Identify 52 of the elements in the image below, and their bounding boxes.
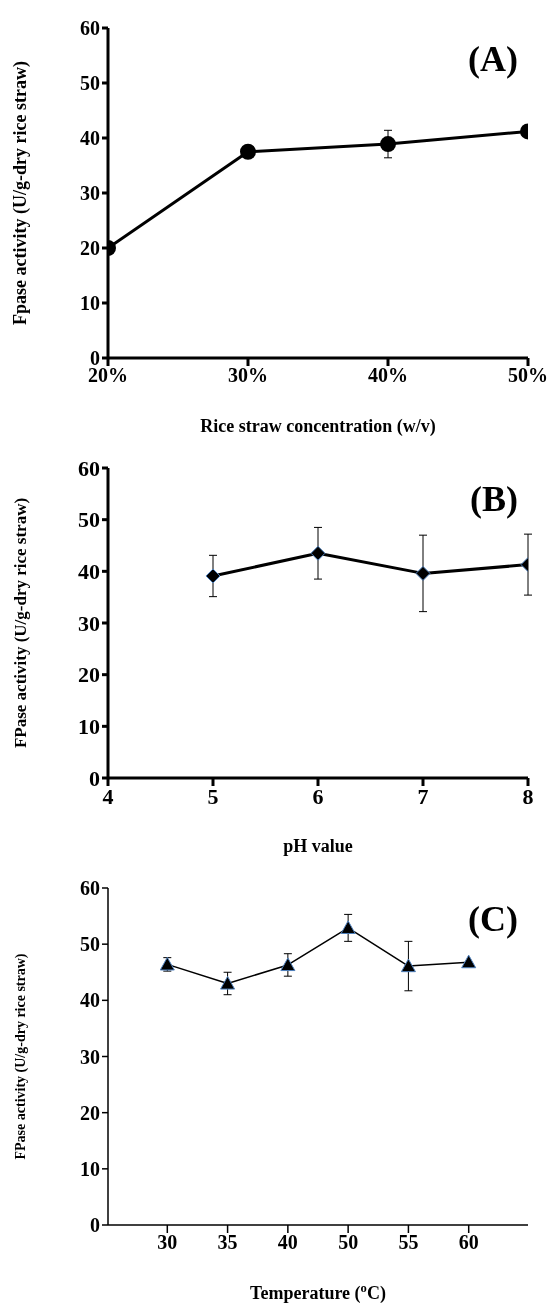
annotation: (C) [468,898,518,940]
y-axis-title: FPase activity (U/g-dry rice straw) [11,497,31,749]
y-tick-label: 10 [80,1157,100,1180]
point [415,565,431,581]
point [310,545,326,561]
x-tick-label: 8 [522,783,534,809]
x-axis-title: Temperature ($^{o}$C) [250,1281,386,1304]
y-tick-label: 40 [80,989,100,1012]
y-axis-title: FPase activity (U/g-dry rice straw) [12,953,29,1160]
x-tick-label: 5 [207,783,219,809]
x-tick-label: 4 [102,783,114,809]
y-tick-label: 50 [78,507,100,533]
y-tick-label: 60 [80,17,100,40]
point [400,958,416,973]
annotation: (B) [470,478,518,520]
point [461,954,477,969]
x-tick-label: 20% [88,364,128,387]
y-tick-label: 20 [80,237,100,260]
x-tick-label: 55 [398,1231,419,1254]
x-axis-title: Rice straw concentration (w/v) [200,416,436,437]
y-tick-label: 20 [78,662,100,688]
y-tick-label: 50 [80,72,100,95]
x-tick-label: 40 [277,1231,298,1254]
x-tick-label: 40% [368,364,408,387]
point [220,975,236,990]
x-tick-label: 50 [338,1231,359,1254]
x-axis-title: pH value [283,836,353,856]
x-tick-label: 50% [508,364,548,387]
x-tick-label: 6 [312,783,324,809]
y-tick-label: 50 [80,933,100,956]
x-tick-label: 60 [458,1231,479,1254]
point [340,920,356,934]
point [205,568,221,584]
y-tick-label: 10 [78,714,100,740]
y-axis-title: Fpase activity (U/g-dry rice straw) [10,61,32,325]
point [280,957,296,972]
y-tick-label: 60 [78,455,100,481]
y-tick-label: 20 [80,1101,100,1124]
y-tick-label: 30 [80,182,100,205]
y-tick-label: 30 [80,1045,100,1068]
annotation: (A) [468,38,518,80]
x-tick-label: 30% [228,364,268,387]
y-tick-label: 0 [90,1214,100,1237]
y-tick-label: 30 [78,610,100,636]
x-tick-label: 30 [157,1231,178,1254]
x-tick-label: 35 [217,1231,238,1254]
y-tick-label: 40 [80,127,100,150]
y-tick-label: 0 [89,765,100,791]
y-tick-label: 40 [78,559,100,585]
y-tick-label: 60 [80,877,100,900]
y-tick-label: 10 [80,292,100,315]
x-tick-label: 7 [417,783,429,809]
